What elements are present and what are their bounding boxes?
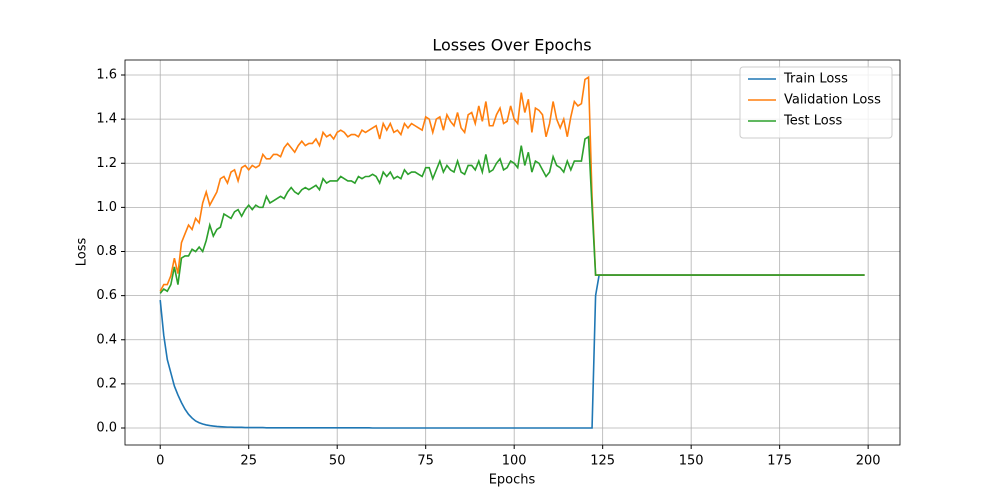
plot-frame xyxy=(124,59,901,446)
y-tick-label: 0.0 xyxy=(96,421,117,436)
y-tick-label: 1.6 xyxy=(96,68,117,83)
legend: Train Loss Validation Loss Test Loss xyxy=(739,66,893,139)
x-tick-label: 125 xyxy=(590,454,615,469)
legend-label: Validation Loss xyxy=(784,93,881,108)
y-tick-label: 0.6 xyxy=(96,288,117,303)
x-tick-label: 75 xyxy=(417,454,434,469)
x-tick-label: 150 xyxy=(679,454,704,469)
series-line xyxy=(159,75,865,292)
legend-label: Train Loss xyxy=(783,72,848,87)
y-axis-label: Loss xyxy=(75,238,90,267)
legend-label: Test Loss xyxy=(783,114,842,129)
x-tick-label: 25 xyxy=(240,454,257,469)
x-tick-label: 50 xyxy=(329,454,346,469)
y-tick-label: 1.2 xyxy=(96,156,117,171)
x-tick-label: 0 xyxy=(156,454,164,469)
chart-title: Losses Over Epochs xyxy=(432,36,591,55)
x-axis-label: Epochs xyxy=(489,473,536,488)
x-tick-label: 175 xyxy=(767,454,792,469)
x-tick-label: 100 xyxy=(502,454,527,469)
y-tick-label: 0.4 xyxy=(96,332,117,347)
y-tick-label: 0.8 xyxy=(96,244,117,259)
x-tick-label: 200 xyxy=(856,454,881,469)
series-line xyxy=(159,274,865,429)
y-tick-label: 1.4 xyxy=(96,112,117,127)
legend-box xyxy=(739,66,893,139)
y-tick-label: 1.0 xyxy=(96,200,117,215)
y-tick-label: 0.2 xyxy=(96,376,117,391)
series-line xyxy=(159,135,865,294)
